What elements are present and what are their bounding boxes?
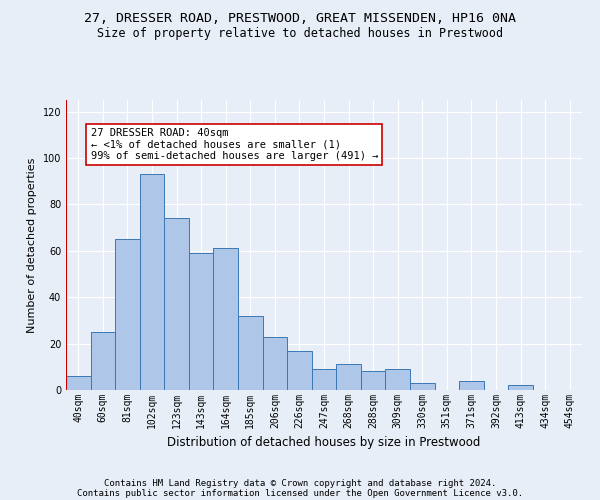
- Bar: [385, 369, 410, 390]
- Bar: [410, 383, 434, 390]
- Bar: [140, 174, 164, 390]
- Bar: [287, 350, 312, 390]
- Bar: [214, 248, 238, 390]
- Bar: [66, 376, 91, 390]
- Bar: [508, 386, 533, 390]
- Bar: [336, 364, 361, 390]
- Y-axis label: Number of detached properties: Number of detached properties: [27, 158, 37, 332]
- X-axis label: Distribution of detached houses by size in Prestwood: Distribution of detached houses by size …: [167, 436, 481, 450]
- Bar: [238, 316, 263, 390]
- Bar: [361, 372, 385, 390]
- Bar: [164, 218, 189, 390]
- Text: Contains HM Land Registry data © Crown copyright and database right 2024.: Contains HM Land Registry data © Crown c…: [104, 478, 496, 488]
- Text: Size of property relative to detached houses in Prestwood: Size of property relative to detached ho…: [97, 28, 503, 40]
- Bar: [115, 239, 140, 390]
- Bar: [263, 336, 287, 390]
- Bar: [312, 369, 336, 390]
- Text: Contains public sector information licensed under the Open Government Licence v3: Contains public sector information licen…: [77, 488, 523, 498]
- Text: 27 DRESSER ROAD: 40sqm
← <1% of detached houses are smaller (1)
99% of semi-deta: 27 DRESSER ROAD: 40sqm ← <1% of detached…: [91, 128, 378, 161]
- Text: 27, DRESSER ROAD, PRESTWOOD, GREAT MISSENDEN, HP16 0NA: 27, DRESSER ROAD, PRESTWOOD, GREAT MISSE…: [84, 12, 516, 26]
- Bar: [91, 332, 115, 390]
- Bar: [189, 253, 214, 390]
- Bar: [459, 380, 484, 390]
